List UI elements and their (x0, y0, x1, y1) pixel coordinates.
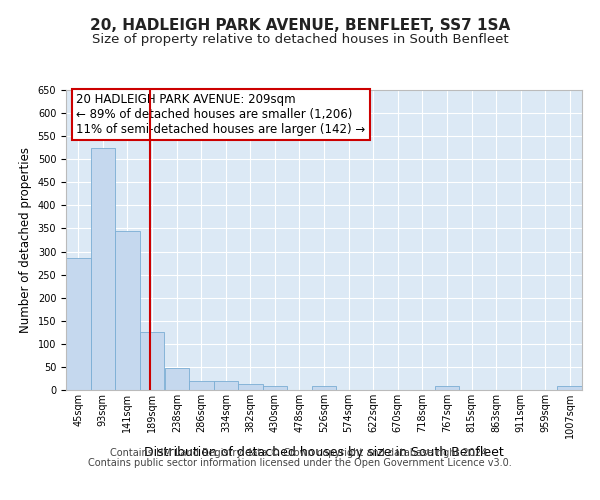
Text: 20, HADLEIGH PARK AVENUE, BENFLEET, SS7 1SA: 20, HADLEIGH PARK AVENUE, BENFLEET, SS7 … (90, 18, 510, 32)
Text: Contains HM Land Registry data © Crown copyright and database right 2024.: Contains HM Land Registry data © Crown c… (110, 448, 490, 458)
Bar (66, 258, 91, 390)
Bar (312, 386, 336, 390)
Bar (140, 332, 164, 390)
Bar (238, 384, 263, 390)
Bar (115, 231, 140, 390)
Bar (435, 386, 460, 390)
Bar (557, 386, 582, 390)
Text: Size of property relative to detached houses in South Benfleet: Size of property relative to detached ho… (92, 32, 508, 46)
Bar (263, 386, 287, 390)
Bar (91, 148, 115, 390)
Bar (189, 381, 214, 390)
Bar (214, 381, 238, 390)
Text: 20 HADLEIGH PARK AVENUE: 209sqm
← 89% of detached houses are smaller (1,206)
11%: 20 HADLEIGH PARK AVENUE: 209sqm ← 89% of… (76, 93, 365, 136)
X-axis label: Distribution of detached houses by size in South Benfleet: Distribution of detached houses by size … (144, 446, 504, 460)
Y-axis label: Number of detached properties: Number of detached properties (19, 147, 32, 333)
Text: Contains public sector information licensed under the Open Government Licence v3: Contains public sector information licen… (88, 458, 512, 468)
Bar (164, 368, 189, 390)
